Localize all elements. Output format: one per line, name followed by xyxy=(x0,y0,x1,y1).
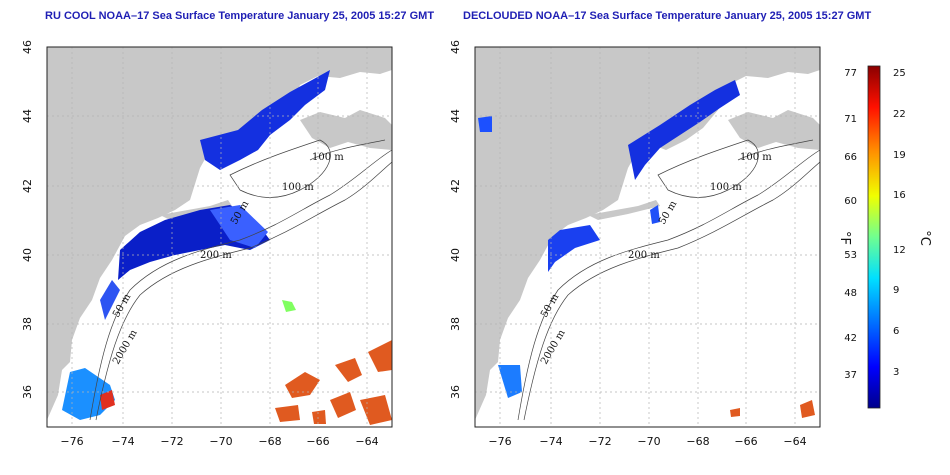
lon-tick-label: −76 xyxy=(488,435,511,448)
left-sst-gulf-stream xyxy=(275,340,392,425)
lat-tick-label: 42 xyxy=(449,179,462,193)
fahrenheit-unit-label: °F xyxy=(837,231,852,245)
celsius-tick-label: 9 xyxy=(893,285,899,296)
colorbar-celsius-ticks: 25 22 19 16 12 9 6 3 xyxy=(893,68,906,378)
lon-tick-label: −72 xyxy=(588,435,611,448)
right-sst-gulf-stream xyxy=(730,400,815,418)
right-lat-tick-labels: 36 38 40 42 44 46 xyxy=(449,40,462,399)
right-land xyxy=(475,47,820,420)
right-sst-chesapeake xyxy=(498,365,522,398)
right-contours xyxy=(517,139,820,421)
lat-tick-label: 46 xyxy=(449,40,462,54)
fahrenheit-tick-label: 66 xyxy=(844,152,857,163)
lat-tick-label: 38 xyxy=(21,317,34,331)
lon-tick-label: −76 xyxy=(60,435,83,448)
right-sst-coastal xyxy=(628,80,740,180)
right-nova-scotia xyxy=(728,110,820,150)
left-sst-warm-coast xyxy=(100,390,115,410)
left-contour-label: 100 m xyxy=(312,152,344,163)
fahrenheit-tick-label: 71 xyxy=(844,114,857,125)
lon-tick-label: −70 xyxy=(637,435,660,448)
celsius-tick-label: 25 xyxy=(893,68,906,79)
lat-tick-label: 40 xyxy=(449,248,462,262)
lon-tick-label: −68 xyxy=(258,435,281,448)
lat-tick-label: 44 xyxy=(21,109,34,123)
celsius-tick-label: 12 xyxy=(893,245,906,256)
lat-tick-label: 44 xyxy=(449,109,462,123)
fahrenheit-tick-label: 77 xyxy=(844,68,857,79)
left-sst-patch xyxy=(210,205,268,248)
lat-tick-label: 38 xyxy=(449,317,462,331)
celsius-unit-label: °C xyxy=(917,230,932,246)
left-map-title: RU COOL NOAA–17 Sea Surface Temperature … xyxy=(45,10,435,22)
left-gridlines xyxy=(47,47,392,427)
lat-tick-label: 42 xyxy=(21,179,34,193)
left-lat-tick-labels: 36 38 40 42 44 46 xyxy=(21,40,34,399)
lat-tick-label: 36 xyxy=(21,385,34,399)
fahrenheit-tick-label: 53 xyxy=(844,250,857,261)
lon-tick-label: −66 xyxy=(306,435,329,448)
right-map-panel: 100 m 100 m 50 m 200 m 50 m 2000 m −76 −… xyxy=(449,40,821,448)
celsius-tick-label: 22 xyxy=(893,109,906,120)
right-long-island xyxy=(588,200,660,220)
left-land xyxy=(47,47,392,420)
colorbar-scale xyxy=(867,65,881,409)
right-sst-lake xyxy=(478,116,492,132)
lon-tick-label: −64 xyxy=(355,435,378,448)
left-map-panel: 100 m 100 m 50 m 200 m 50 m 2000 m −76 −… xyxy=(21,40,393,448)
colorbar: 77 71 66 60 53 48 42 37 25 22 19 16 12 9… xyxy=(837,65,932,409)
lon-tick-label: −68 xyxy=(686,435,709,448)
right-map-title: DECLOUDED NOAA–17 Sea Surface Temperatur… xyxy=(463,10,872,22)
fahrenheit-tick-label: 42 xyxy=(844,333,857,344)
right-lon-tick-labels: −76 −74 −72 −70 −68 −66 −64 xyxy=(488,435,806,448)
lon-tick-label: −74 xyxy=(539,435,562,448)
lon-tick-label: −72 xyxy=(160,435,183,448)
fahrenheit-tick-label: 48 xyxy=(844,288,857,299)
left-sst-coastal xyxy=(200,70,330,170)
left-contour-label: 200 m xyxy=(200,250,232,261)
celsius-tick-label: 19 xyxy=(893,150,906,161)
right-contour-label: 100 m xyxy=(710,182,742,193)
right-contour-label: 100 m xyxy=(740,152,772,163)
fahrenheit-tick-label: 37 xyxy=(844,370,857,381)
celsius-tick-label: 6 xyxy=(893,326,899,337)
lon-tick-label: −64 xyxy=(783,435,806,448)
celsius-tick-label: 3 xyxy=(893,367,899,378)
left-nova-scotia xyxy=(300,110,392,150)
fahrenheit-tick-label: 60 xyxy=(844,196,857,207)
lat-tick-label: 46 xyxy=(21,40,34,54)
lat-tick-label: 40 xyxy=(21,248,34,262)
left-sst-patch-2 xyxy=(100,280,120,320)
celsius-tick-label: 16 xyxy=(893,190,906,201)
left-sst-offshore xyxy=(282,300,296,312)
left-contour-label: 100 m xyxy=(282,182,314,193)
left-lon-tick-labels: −76 −74 −72 −70 −68 −66 −64 xyxy=(60,435,378,448)
left-long-island xyxy=(160,200,232,220)
lat-tick-label: 36 xyxy=(449,385,462,399)
right-gridlines xyxy=(475,47,820,427)
lon-tick-label: −66 xyxy=(734,435,757,448)
left-map-frame xyxy=(46,46,393,428)
right-sst-patch xyxy=(650,205,660,224)
right-map-frame xyxy=(474,46,821,428)
lon-tick-label: −74 xyxy=(111,435,134,448)
left-contours xyxy=(89,139,392,421)
right-contour-label: 200 m xyxy=(628,250,660,261)
colorbar-fahrenheit-ticks: 77 71 66 60 53 48 42 37 xyxy=(844,68,857,381)
lon-tick-label: −70 xyxy=(209,435,232,448)
right-sst-shelf xyxy=(548,225,600,272)
